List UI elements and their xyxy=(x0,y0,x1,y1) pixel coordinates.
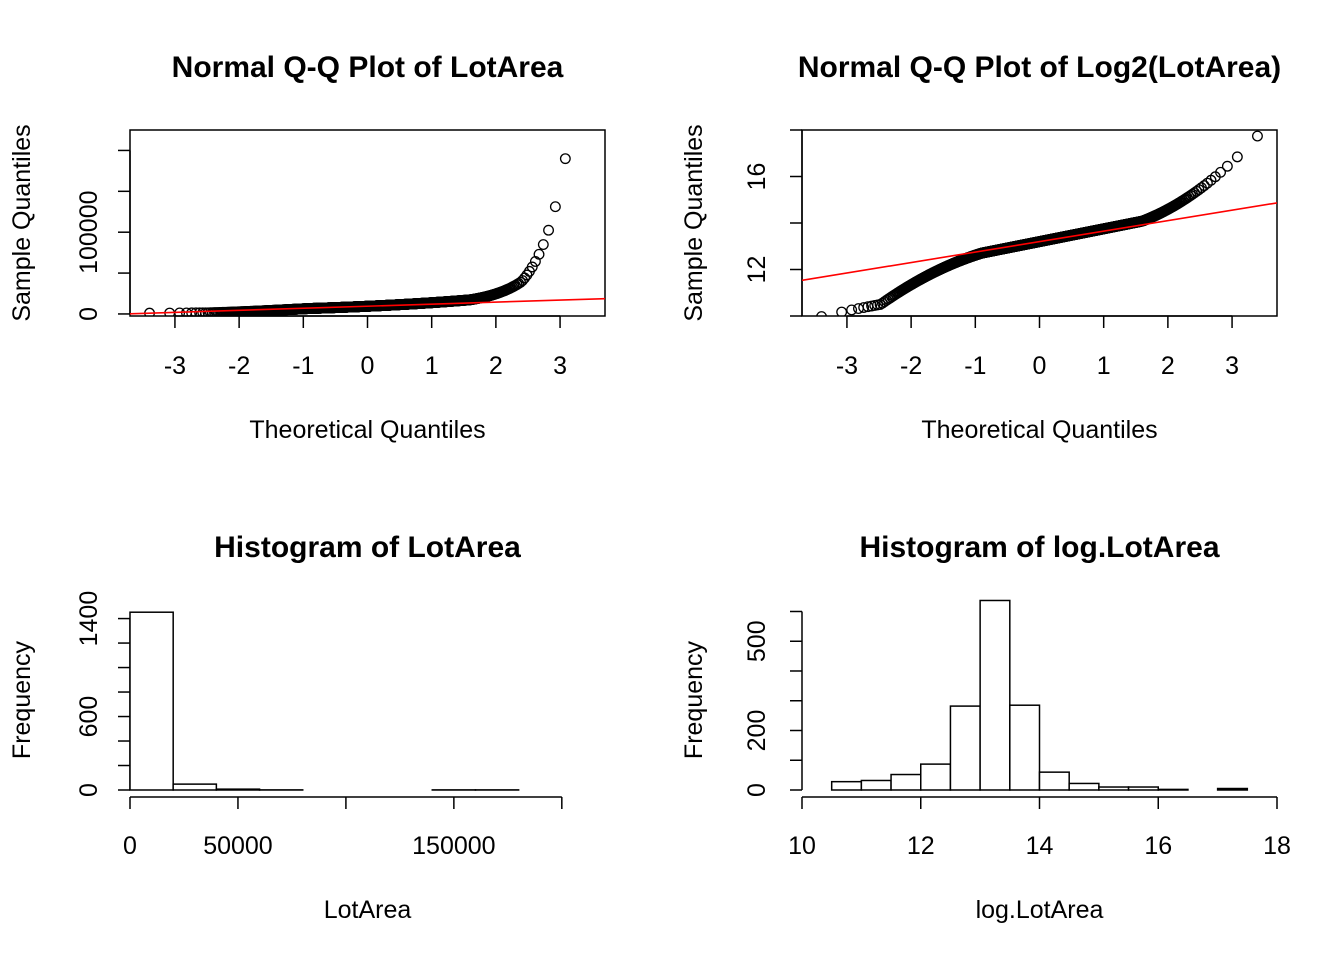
histogram-bar xyxy=(1157,788,1189,791)
qq-point xyxy=(537,239,549,251)
qq-point xyxy=(549,201,561,213)
qq-point xyxy=(559,153,571,165)
histogram-bar xyxy=(860,779,892,791)
qq-point xyxy=(1201,177,1213,189)
y-tick-label: 0 xyxy=(743,783,771,797)
y-axis-label: Frequency xyxy=(8,640,36,759)
chart-title: Normal Q-Q Plot of Log2(LotArea) xyxy=(798,51,1281,84)
histogram-lotarea: Histogram of LotArea LotArea Frequency 0 600… xyxy=(8,531,563,924)
x-tick-label: -1 xyxy=(964,352,986,380)
qq-point xyxy=(846,304,858,316)
histogram-bar xyxy=(1098,786,1130,791)
histogram-bar xyxy=(920,763,952,791)
histogram-bar xyxy=(172,783,218,791)
qq-point xyxy=(1215,166,1226,178)
x-tick-label: -2 xyxy=(228,352,250,380)
x-axis-label: log.LotArea xyxy=(976,896,1104,924)
y-tick-label: 200 xyxy=(743,710,771,752)
x-tick-label: 12 xyxy=(907,832,935,860)
y-tick-label: 600 xyxy=(75,696,103,738)
qq-point xyxy=(194,307,206,316)
y-tick-label: 0 xyxy=(75,783,103,797)
x-tick-label: 3 xyxy=(1225,352,1239,380)
x-tick-label: 1 xyxy=(1097,352,1111,380)
histogram-bar xyxy=(979,599,1011,791)
x-axis-label: Theoretical Quantiles xyxy=(921,416,1157,444)
y-tick-label: 500 xyxy=(743,620,771,662)
histogram-bar xyxy=(129,611,174,791)
plot-frame xyxy=(129,129,606,317)
qq-point xyxy=(186,307,198,316)
y-axis-label: Sample Quantiles xyxy=(680,124,708,321)
x-axis-label: LotArea xyxy=(324,896,412,924)
histogram-log-lotarea: Histogram of log.LotArea log.LotArea Frequ… xyxy=(680,531,1291,924)
y-tick-label: 1400 xyxy=(75,591,103,647)
qq-point xyxy=(1252,130,1263,142)
histogram-bar xyxy=(949,705,981,791)
x-tick-label: 16 xyxy=(1144,832,1172,860)
x-tick-label: 50000 xyxy=(203,832,273,860)
y-axis-label: Sample Quantiles xyxy=(8,124,36,321)
histogram-bar xyxy=(1009,704,1041,791)
x-tick-label: 10 xyxy=(788,832,816,860)
y-tick-label: 16 xyxy=(743,163,771,191)
histogram-bar xyxy=(1038,771,1070,791)
x-axis-label: Theoretical Quantiles xyxy=(249,416,485,444)
x-tick-label: 0 xyxy=(1033,352,1047,380)
x-tick-label: 18 xyxy=(1263,832,1291,860)
x-tick-label: 2 xyxy=(489,352,503,380)
qq-point xyxy=(836,306,848,316)
histogram-bar xyxy=(890,773,922,791)
points-group xyxy=(130,153,605,316)
qq-point xyxy=(1231,151,1243,163)
x-tick-label: 0 xyxy=(361,352,375,380)
qq-plot-lotarea: Normal Q-Q Plot of LotArea Theoretical Qu… xyxy=(8,51,606,444)
x-tick-label: 3 xyxy=(553,352,567,380)
histogram-bar xyxy=(1127,786,1159,791)
x-tick-label: -3 xyxy=(164,352,186,380)
x-tick-label: -1 xyxy=(292,352,314,380)
x-tick-label: 1 xyxy=(425,352,439,380)
qq-point xyxy=(1221,160,1233,172)
x-tick-label: 150000 xyxy=(412,832,495,860)
qq-point xyxy=(543,224,554,236)
y-tick-label: 0 xyxy=(75,307,103,321)
qq-point xyxy=(526,261,538,273)
chart-title: Histogram of log.LotArea xyxy=(859,531,1219,564)
qq-point xyxy=(1198,180,1210,192)
y-axis-label: Frequency xyxy=(680,640,708,759)
qq-point xyxy=(858,302,870,313)
qq-line xyxy=(802,202,1277,282)
x-tick-label: 2 xyxy=(1161,352,1175,380)
x-tick-label: 0 xyxy=(123,832,137,860)
histogram-bar xyxy=(1068,782,1100,791)
histogram-bar xyxy=(1216,787,1249,791)
qq-point xyxy=(533,248,545,260)
points-group xyxy=(802,130,1277,316)
y-tick-label: 12 xyxy=(743,256,771,284)
x-tick-label: 14 xyxy=(1026,832,1054,860)
qq-plot-log2-lotarea: Normal Q-Q Plot of Log2(LotArea) Theoreti… xyxy=(680,51,1281,444)
chart-title: Histogram of LotArea xyxy=(214,531,521,564)
plot-frame xyxy=(801,129,1278,317)
qq-line xyxy=(130,297,605,315)
chart-title: Normal Q-Q Plot of LotArea xyxy=(172,51,564,84)
histogram-bar xyxy=(830,780,863,791)
x-tick-label: -3 xyxy=(836,352,858,380)
histogram-bar xyxy=(215,788,261,791)
qq-point xyxy=(816,311,827,316)
y-tick-label: 100000 xyxy=(75,190,103,273)
x-tick-label: -2 xyxy=(900,352,922,380)
